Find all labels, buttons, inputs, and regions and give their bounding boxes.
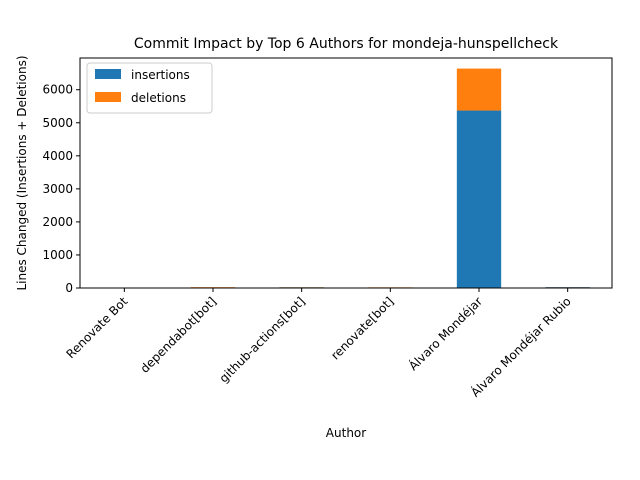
y-tick-label: 5000 [42,116,73,130]
x-axis-label: Author [326,426,366,440]
x-tick-label: Álvaro Mondéjar [405,293,485,373]
legend-swatch-insertions [95,69,121,79]
x-tick-label: Álvaro Mondéjar Rubio [468,294,574,400]
y-tick-label: 1000 [42,248,73,262]
legend-label-insertions: insertions [131,68,190,82]
bar-deletions-4 [456,68,502,111]
x-tick-label: renovate[bot] [328,294,396,362]
chart-title: Commit Impact by Top 6 Authors for monde… [134,36,559,52]
legend: insertions deletions [86,62,213,114]
y-tick-label: 3000 [42,182,73,196]
x-axis: Renovate Bot dependabot[bot]github-action… [63,288,574,400]
y-tick-label: 0 [65,281,73,295]
bar-insertions-4 [456,110,502,288]
x-tick-label: Renovate Bot [63,294,130,361]
plot-frame [79,57,613,289]
y-tick-label: 6000 [42,83,73,97]
x-tick-label: dependabot[bot] [138,294,220,376]
y-axis: 0 1000 2000 3000 4000 5000 6000 [42,83,80,295]
bars [190,68,590,288]
y-tick-label: 4000 [42,149,73,163]
x-tick-label: github-actions[bot] [217,294,308,385]
y-axis-label: Lines Changed (Insertions + Deletions) [15,55,29,290]
legend-label-deletions: deletions [131,91,186,105]
y-tick-label: 2000 [42,215,73,229]
legend-swatch-deletions [95,92,121,102]
